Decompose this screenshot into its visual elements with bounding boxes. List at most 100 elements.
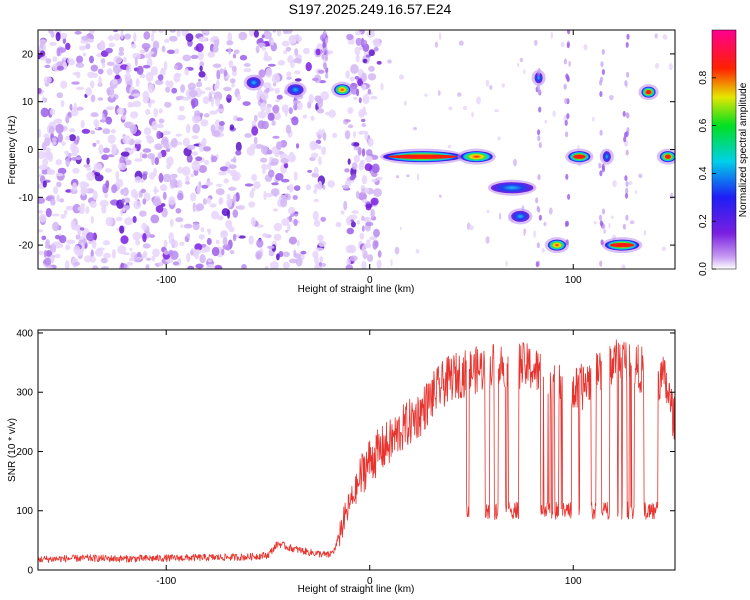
noise-blob (399, 226, 402, 231)
noise-blob (202, 198, 207, 205)
noise-blob (43, 133, 50, 139)
noise-blob (486, 210, 490, 214)
noise-blob (60, 213, 66, 219)
noise-blob (151, 156, 155, 166)
noise-blob (356, 88, 360, 97)
noise-blob (325, 72, 329, 79)
noise-blob (90, 64, 99, 72)
noise-blob (123, 56, 127, 63)
noise-blob (148, 51, 155, 55)
noise-blob (38, 164, 48, 171)
noise-blob (233, 194, 237, 203)
noise-blob (120, 235, 129, 245)
spectrogram-y-tick-label: -20 (19, 241, 34, 252)
noise-blob (361, 215, 365, 221)
snr-y-tick-label: 100 (16, 506, 33, 517)
noise-blob (566, 76, 570, 83)
noise-blob (220, 230, 228, 236)
noise-blob (365, 54, 371, 58)
noise-blob (377, 250, 382, 258)
noise-blob (97, 68, 104, 75)
noise-blob (151, 30, 156, 34)
noise-blob (351, 173, 357, 179)
noise-blob (86, 167, 92, 171)
noise-blob (181, 166, 191, 176)
noise-blob (111, 184, 118, 194)
noise-blob (216, 69, 221, 80)
noise-blob (121, 115, 127, 120)
noise-blob (344, 168, 350, 173)
noise-blob (302, 114, 308, 119)
noise-blob (168, 232, 174, 242)
noise-blob (608, 222, 611, 229)
noise-blob (104, 193, 108, 199)
noise-blob (92, 265, 99, 269)
noise-blob (49, 243, 57, 253)
noise-blob (282, 30, 289, 35)
noise-blob (158, 118, 165, 124)
noise-blob (537, 129, 541, 136)
noise-blob (92, 142, 97, 147)
noise-blob (267, 112, 275, 121)
noise-blob (598, 214, 603, 221)
spectral-feature (379, 148, 466, 165)
noise-blob (228, 60, 234, 69)
spectral-feature (601, 237, 643, 254)
noise-blob (199, 254, 206, 264)
noise-blob (211, 130, 221, 137)
noise-blob (48, 125, 55, 135)
noise-blob (536, 205, 540, 212)
snr-frame (37, 329, 676, 571)
noise-blob (102, 240, 110, 246)
noise-blob (165, 148, 171, 153)
noise-blob (52, 56, 58, 62)
colorbar-tick-label: 0.2 (698, 214, 709, 228)
noise-blob (312, 210, 319, 221)
noise-blob (268, 169, 275, 178)
spectral-feature (565, 148, 594, 165)
noise-blob (366, 239, 371, 244)
noise-blob (296, 239, 300, 247)
noise-blob (168, 35, 178, 42)
noise-blob (601, 69, 606, 75)
noise-blob (505, 260, 508, 267)
colorbar: 0.0 0.2 0.4 0.6 0.8 Normalized spectral ampl… (698, 29, 749, 276)
noise-blob (276, 94, 283, 100)
noise-blob (263, 190, 267, 201)
figure-title: S197.2025.249.16.57.E24 (289, 1, 452, 17)
noise-blob (249, 30, 255, 37)
noise-blob (142, 243, 151, 249)
noise-blob (624, 80, 628, 87)
noise-blob (361, 72, 367, 83)
noise-blob (65, 42, 71, 51)
noise-blob (164, 38, 170, 43)
snr-y-tick-label: 400 (16, 328, 33, 339)
noise-blob (204, 87, 212, 91)
noise-blob (153, 167, 157, 177)
noise-blob (215, 188, 225, 196)
noise-blob (271, 158, 279, 166)
noise-blob (599, 76, 604, 83)
noise-blob (136, 65, 144, 76)
noise-blob (148, 234, 156, 238)
noise-blob (370, 208, 375, 219)
noise-blob (243, 63, 251, 67)
noise-blob (180, 224, 184, 228)
noise-blob (226, 198, 233, 208)
noise-blob (82, 52, 87, 57)
noise-blob (142, 95, 150, 104)
colorbar-ticks: 0.0 0.2 0.4 0.6 0.8 (698, 70, 716, 276)
noise-blob (217, 215, 224, 221)
noise-blob (226, 40, 234, 46)
noise-blob (142, 233, 147, 243)
noise-blob (295, 257, 303, 267)
noise-blob (145, 72, 154, 82)
noise-blob (155, 263, 160, 268)
noise-blob (359, 160, 364, 168)
noise-blob (206, 263, 215, 269)
noise-blob (537, 135, 541, 142)
noise-blob (182, 54, 192, 62)
noise-blob (143, 127, 152, 136)
noise-blob (194, 110, 201, 117)
